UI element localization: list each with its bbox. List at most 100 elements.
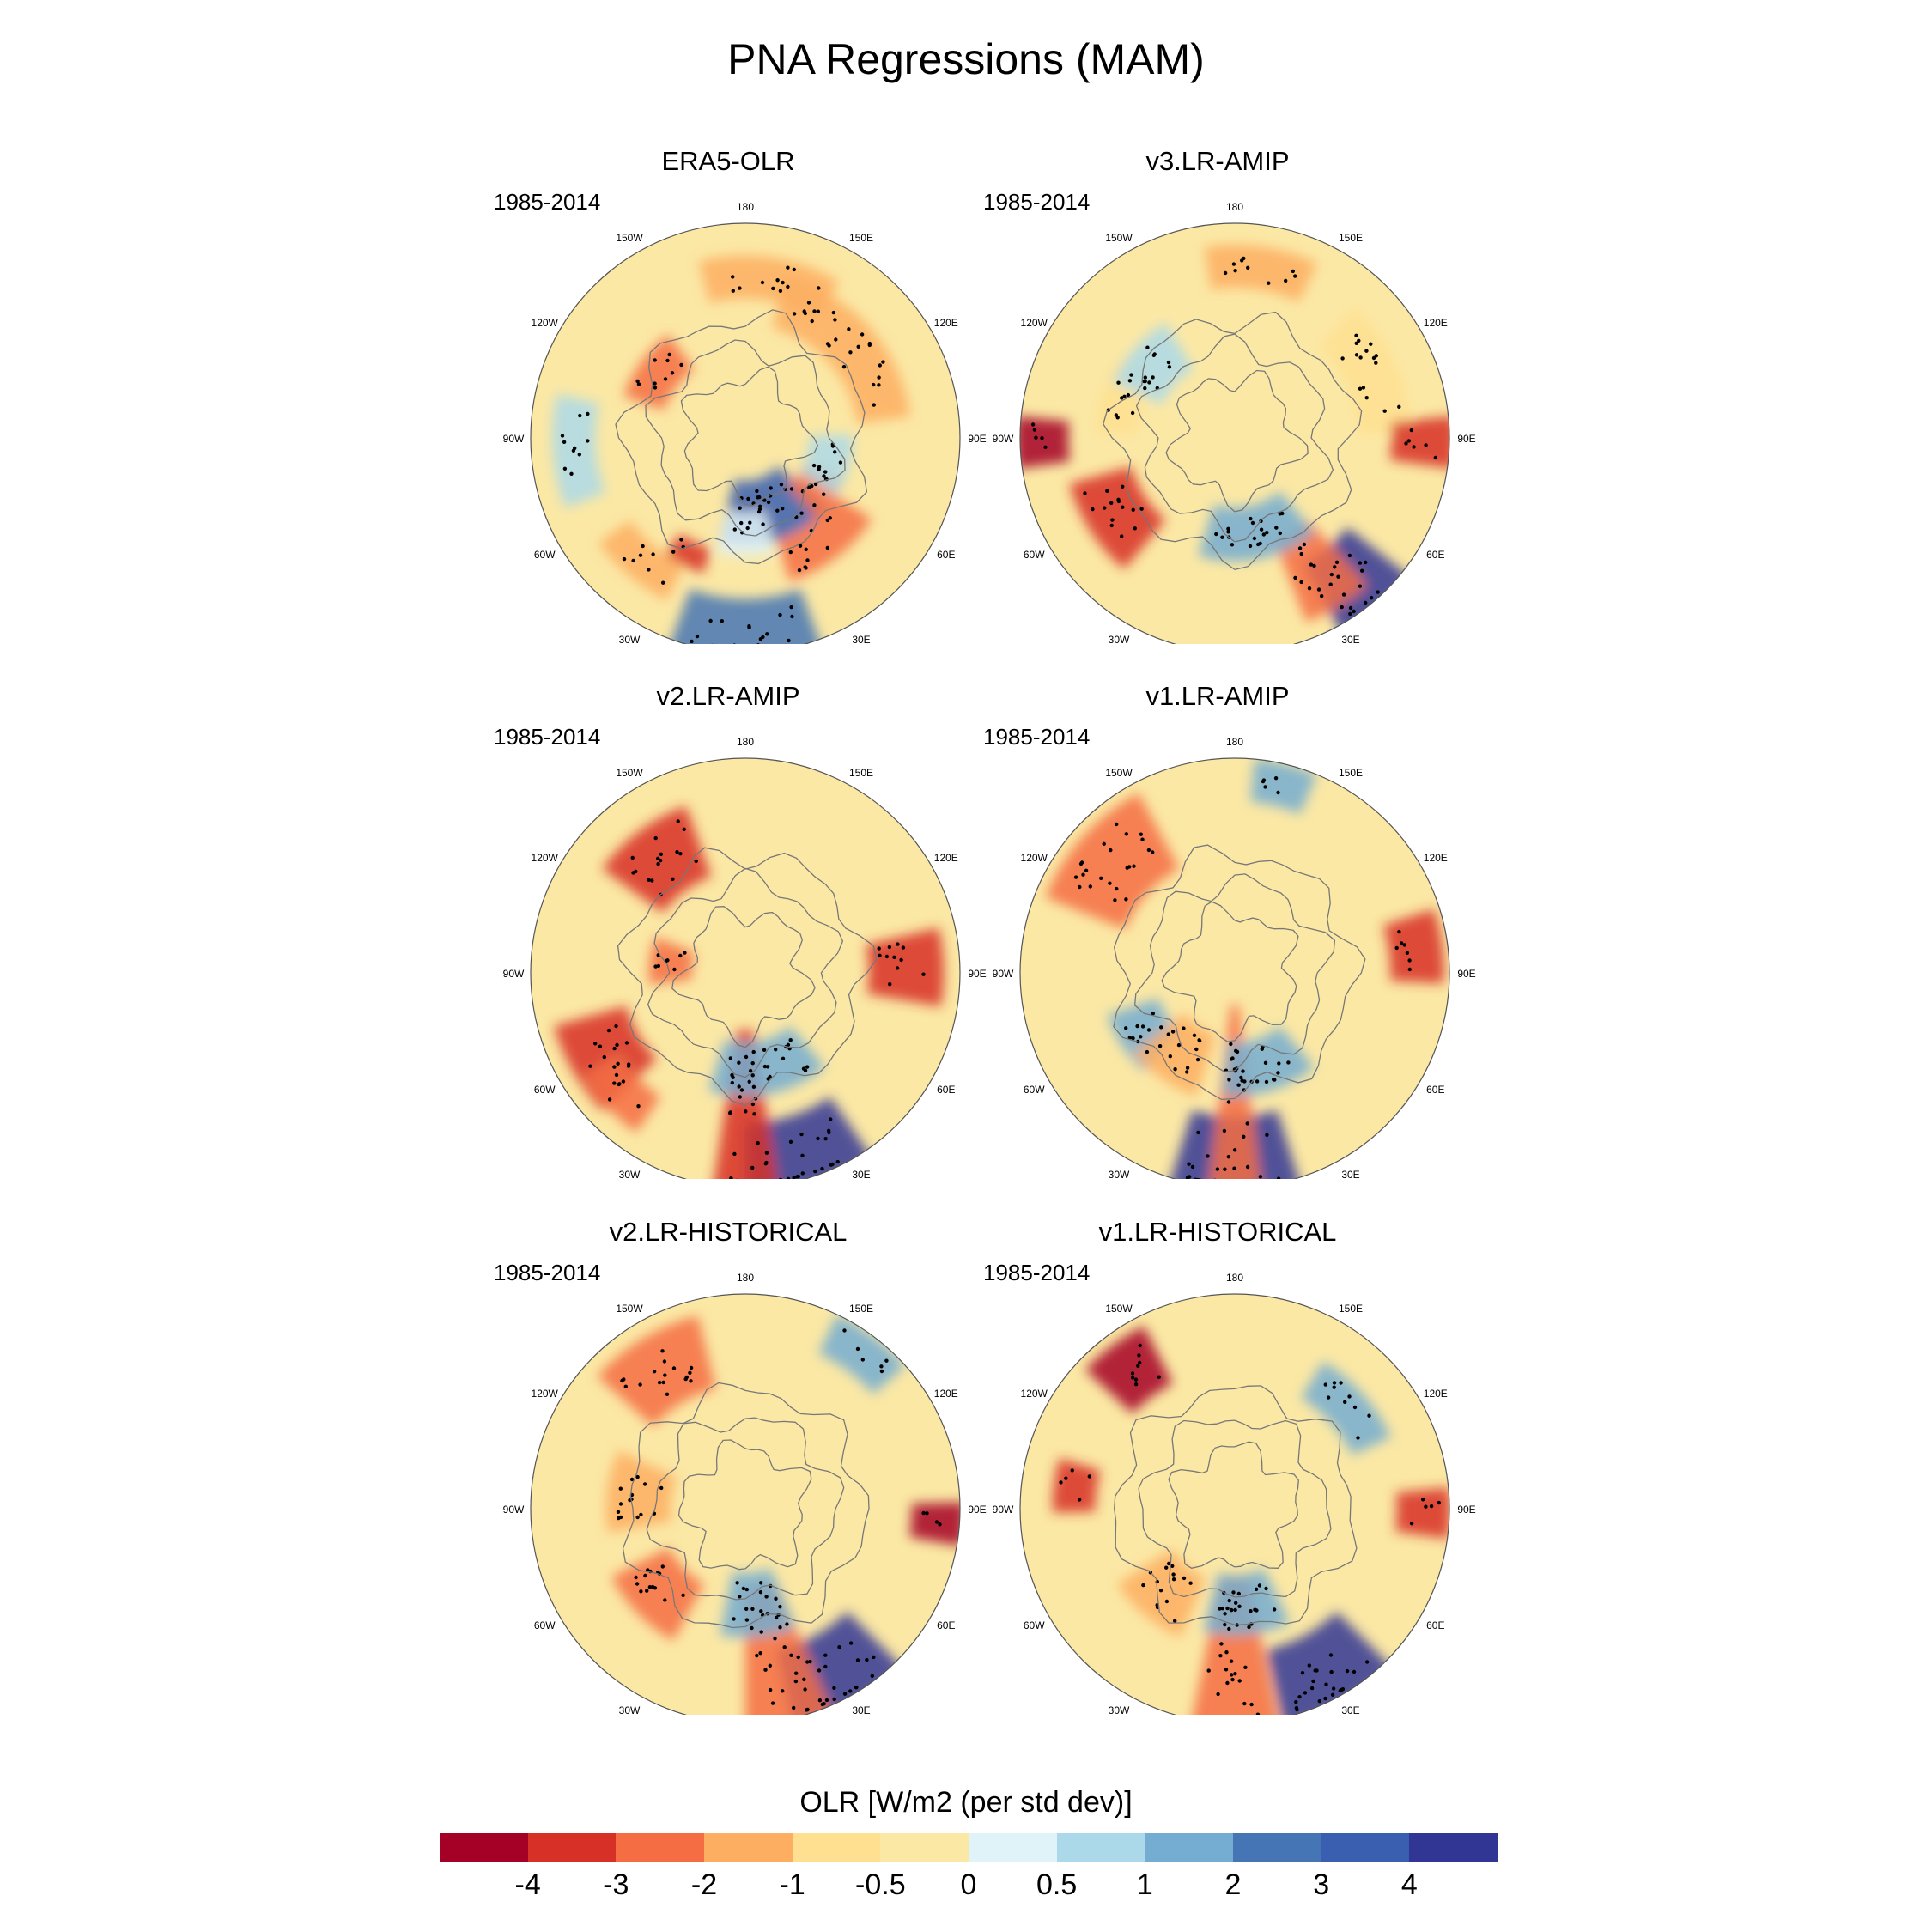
- coastlines: [1114, 1385, 1358, 1626]
- panel-title: v1.LR-HISTORICAL: [1098, 1217, 1337, 1247]
- longitude-label: 180: [737, 201, 754, 213]
- anomaly-region: [605, 1450, 677, 1533]
- longitude-label: 90E: [1457, 433, 1475, 445]
- colorbar-label: -1: [779, 1868, 805, 1901]
- longitude-label: 60E: [1426, 1084, 1444, 1096]
- longitude-label: 60W: [1024, 549, 1045, 561]
- panel-period: 1985-2014: [494, 189, 601, 215]
- map-panel: v2.LR-AMIP 1985-2014 180 150E 120E 90E 60E 30…: [462, 681, 994, 1179]
- significance-stippling: [1030, 256, 1437, 617]
- field-layer: [1020, 1294, 1449, 1715]
- field-layer: [1020, 758, 1449, 1179]
- anomaly-region: [582, 1054, 661, 1133]
- anomaly-region: [1250, 759, 1317, 815]
- longitude-label: 150W: [616, 1303, 643, 1315]
- figure-title: PNA Regressions (MAM): [727, 35, 1205, 83]
- panel-title: ERA5-OLR: [661, 146, 795, 176]
- field-layer: [531, 223, 960, 644]
- colorbar-label: 4: [1400, 1868, 1418, 1901]
- longitude-label: 90E: [1457, 1504, 1475, 1516]
- longitude-label: 150E: [849, 232, 873, 244]
- colorbar-label: -3: [603, 1868, 629, 1901]
- anomaly-region: [668, 589, 823, 644]
- longitude-label: 120E: [934, 317, 958, 329]
- anomaly-region: [799, 434, 853, 496]
- longitude-label: 150W: [1105, 767, 1133, 779]
- longitude-label: 180: [737, 1272, 754, 1284]
- longitude-label: 60E: [937, 1619, 955, 1631]
- colorbar-box: [792, 1833, 881, 1862]
- longitude-label: 90W: [993, 433, 1014, 445]
- colorbar-box: [969, 1833, 1057, 1862]
- colorbar-label: -0.5: [855, 1868, 906, 1901]
- anomaly-region: [1189, 1576, 1280, 1715]
- significance-stippling: [616, 1328, 942, 1712]
- anomaly-region: [1052, 1458, 1101, 1513]
- colorbar-label: 1: [1136, 1868, 1153, 1901]
- anomaly-region: [1203, 1568, 1291, 1636]
- polar-map: 180150E120E90E60E30E030W60W90W120W150W: [503, 1272, 987, 1715]
- longitude-label: 180: [1226, 201, 1243, 213]
- significance-stippling: [588, 819, 926, 1179]
- field-layer: [531, 1294, 960, 1715]
- longitude-label: 120E: [1424, 1388, 1448, 1400]
- longitude-label: 90W: [993, 968, 1014, 980]
- coastlines: [617, 847, 878, 1106]
- map-border: [1019, 757, 1450, 1179]
- colorbar-box: [440, 1833, 528, 1862]
- longitude-label: 120E: [934, 1388, 958, 1400]
- colorbar-box: [704, 1833, 793, 1862]
- polar-map: 180150E120E90E60E30E030W60W90W120W150W: [993, 201, 1476, 644]
- panel-title: v2.LR-HISTORICAL: [609, 1217, 848, 1247]
- longitude-label: 60W: [1024, 1619, 1045, 1631]
- colorbar-label: 0: [960, 1868, 977, 1901]
- anomaly-region: [708, 1026, 825, 1097]
- longitude-label: 90W: [503, 968, 525, 980]
- anomaly-region: [866, 927, 945, 1007]
- anomaly-region: [611, 1547, 705, 1641]
- longitude-label: 150W: [616, 232, 643, 244]
- longitude-label: 120W: [1021, 1388, 1048, 1400]
- anomaly-region: [665, 533, 712, 574]
- map-border: [1019, 1293, 1450, 1715]
- longitude-label: 60W: [534, 549, 556, 561]
- longitude-label: 30E: [1341, 1169, 1359, 1179]
- colorbar-box: [527, 1833, 617, 1862]
- longitude-label: 30E: [852, 1169, 870, 1179]
- map-border: [530, 1293, 961, 1715]
- panel-period: 1985-2014: [494, 724, 601, 750]
- longitude-label: 30W: [1109, 1704, 1130, 1715]
- longitude-label: 90E: [968, 968, 986, 980]
- colorbar-title: OLR [W/m2 (per std dev)]: [799, 1786, 1133, 1819]
- longitude-label: 60W: [534, 1084, 556, 1096]
- anomaly-region: [1045, 793, 1180, 930]
- longitude-label: 60E: [937, 1084, 955, 1096]
- longitude-label: 150W: [1105, 1303, 1133, 1315]
- panel-title: v2.LR-AMIP: [656, 681, 800, 711]
- anomaly-region: [1207, 1005, 1262, 1179]
- longitude-label: 30E: [852, 1704, 870, 1715]
- anomaly-region: [716, 510, 775, 556]
- colorbar-box: [616, 1833, 705, 1862]
- longitude-label: 120W: [1021, 317, 1048, 329]
- anomaly-region: [720, 1568, 796, 1637]
- colorbar-box: [1145, 1833, 1234, 1862]
- anomaly-region: [552, 393, 605, 508]
- anomaly-region: [1266, 1612, 1394, 1715]
- longitude-label: 90E: [968, 433, 986, 445]
- colorbar-box: [1233, 1833, 1321, 1862]
- longitude-label: 150W: [1105, 232, 1133, 244]
- panel-period: 1985-2014: [983, 189, 1091, 215]
- longitude-label: 30W: [619, 1169, 641, 1179]
- anomaly-region: [597, 1315, 716, 1427]
- field-layer: [531, 758, 960, 1179]
- anomaly-region: [818, 1315, 906, 1394]
- colorbar-box: [1409, 1833, 1498, 1862]
- longitude-label: 120E: [1424, 852, 1448, 864]
- anomaly-region: [698, 255, 840, 319]
- panel-period: 1985-2014: [983, 724, 1091, 750]
- longitude-label: 120W: [1021, 852, 1048, 864]
- anomaly-region: [711, 1030, 780, 1179]
- map-border: [1019, 222, 1450, 644]
- colorbar-label: -2: [690, 1868, 718, 1901]
